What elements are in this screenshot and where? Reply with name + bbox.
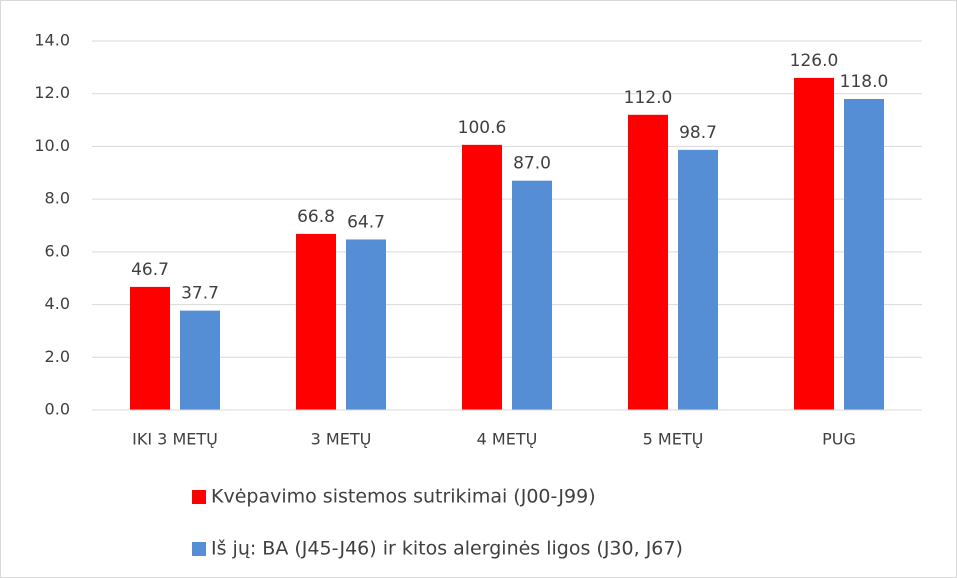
x-tick-label: IKI 3 METŲ	[132, 430, 218, 449]
legend: Kvėpavimo sistemos sutrikimai (J00-J99) I…	[192, 486, 683, 560]
bar	[346, 239, 386, 410]
x-tick-label: PUG	[822, 430, 856, 449]
y-tick-label: 8.0	[45, 189, 70, 208]
bar	[794, 77, 834, 411]
data-label: 37.7	[181, 284, 219, 304]
bar	[844, 98, 884, 410]
legend-swatch	[192, 490, 206, 504]
bar	[628, 114, 668, 411]
data-label: 126.0	[790, 51, 839, 71]
y-tick-label: 14.0	[34, 31, 70, 50]
bar	[296, 233, 336, 410]
x-tick-label: 4 METŲ	[477, 430, 538, 449]
y-tick-label: 10.0	[34, 136, 70, 155]
legend-label: Iš jų: BA (J45-J46) ir kitos alerginės l…	[211, 538, 683, 560]
data-label: 64.7	[347, 212, 385, 232]
legend-swatch	[192, 542, 206, 556]
bar	[130, 286, 170, 410]
y-tick-label: 0.0	[45, 400, 70, 419]
y-tick-label: 4.0	[45, 294, 70, 313]
bar	[180, 310, 220, 410]
x-tick-label: 3 METŲ	[311, 430, 372, 449]
data-label: 87.0	[513, 154, 551, 174]
data-label: 46.7	[131, 260, 169, 280]
bar	[462, 144, 502, 410]
data-label: 66.8	[297, 207, 335, 227]
data-label: 112.0	[624, 88, 673, 108]
legend-label: Kvėpavimo sistemos sutrikimai (J00-J99)	[211, 486, 596, 508]
bar	[678, 149, 718, 411]
x-tick-label: 5 METŲ	[643, 430, 704, 449]
data-label: 118.0	[840, 72, 889, 92]
bar	[512, 180, 552, 410]
y-tick-label: 2.0	[45, 347, 70, 366]
data-label: 98.7	[679, 123, 717, 143]
y-tick-label: 12.0	[34, 83, 70, 102]
data-label: 100.6	[458, 118, 507, 138]
y-tick-label: 6.0	[45, 241, 70, 260]
